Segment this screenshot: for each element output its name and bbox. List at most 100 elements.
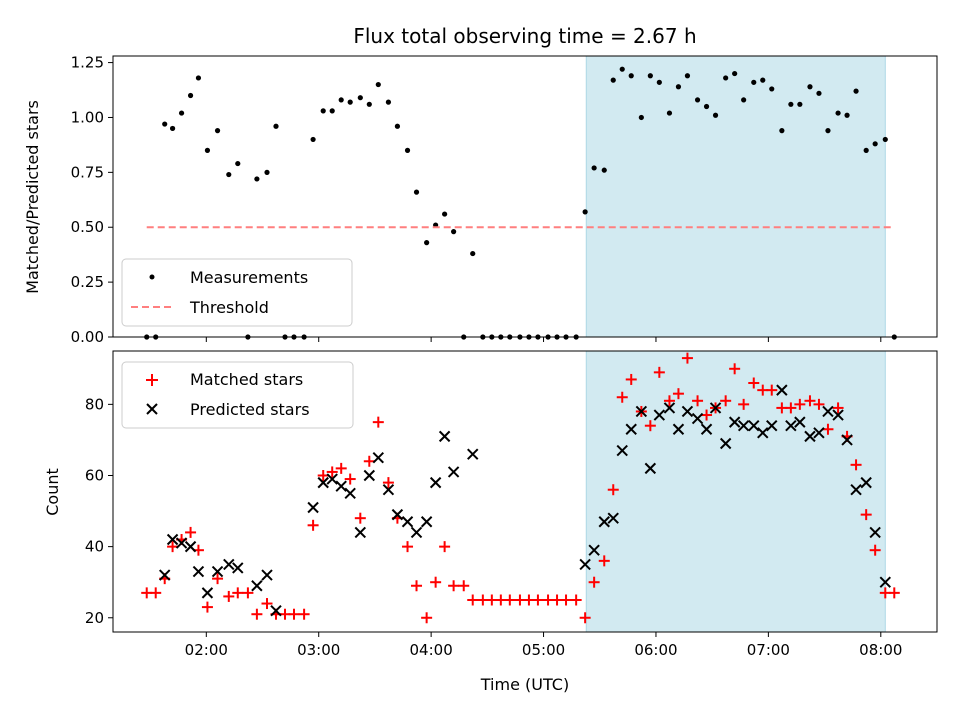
predicted-star-point — [776, 384, 788, 396]
measurement-point — [169, 125, 176, 132]
predicted-star-point — [691, 412, 704, 425]
legend-ratio: Measurements Threshold — [121, 258, 353, 327]
matched-star-point — [822, 423, 834, 435]
x-tick-label: 04:00 — [410, 641, 453, 659]
predicted-star-point — [344, 487, 356, 499]
predicted-star-point — [270, 604, 282, 617]
y-tick-label-count: 80 — [85, 395, 104, 413]
legend-predicted-marker — [146, 403, 158, 415]
measurement-point — [751, 79, 757, 85]
matched-star-point — [439, 541, 451, 553]
measurement-point — [394, 123, 401, 129]
measurement-point — [442, 211, 448, 217]
measurement-point — [882, 136, 888, 143]
predicted-star-point — [410, 526, 423, 539]
predicted-star-point — [850, 484, 862, 496]
y-tick-label-count: 60 — [85, 466, 104, 484]
matched-star-point — [150, 587, 162, 599]
matched-star-point — [532, 594, 544, 606]
matched-star-point — [354, 512, 366, 524]
predicted-star-point — [785, 419, 797, 432]
predicted-star-point — [579, 558, 591, 571]
x-tick-label: 08:00 — [859, 641, 902, 659]
predicted-star-point — [372, 452, 385, 464]
observing-window-shade-count — [585, 350, 886, 633]
measurement-point — [723, 75, 729, 81]
legend-measurements-label: Measurements — [190, 268, 308, 287]
matched-star-point — [402, 541, 414, 553]
matched-star-point — [372, 416, 384, 428]
measurement-point — [582, 209, 588, 215]
matched-star-point — [588, 576, 600, 588]
matched-star-point — [185, 526, 197, 538]
matched-star-point — [794, 398, 806, 410]
predicted-star-point — [588, 544, 600, 556]
legend-matched-marker — [146, 374, 158, 386]
predicted-star-point — [644, 462, 657, 475]
predicted-star-point — [757, 427, 769, 439]
measurement-point — [347, 99, 353, 105]
matched-star-point — [701, 409, 713, 421]
matched-star-point — [813, 398, 825, 410]
legend-measurements-marker — [149, 274, 155, 280]
predicted-star-point — [192, 565, 205, 578]
matched-star-point — [430, 576, 442, 588]
predicted-star-point — [813, 427, 825, 439]
measurement-point — [235, 160, 241, 167]
predicted-star-point — [635, 405, 648, 418]
predicted-star-point — [700, 423, 713, 435]
matched-star-point — [720, 395, 732, 407]
x-tick-label: 07:00 — [747, 641, 790, 659]
measurement-point — [264, 169, 270, 175]
predicted-star-point — [728, 416, 741, 428]
measurement-point — [825, 128, 831, 134]
measurement-point — [619, 66, 625, 72]
measurement-point — [788, 101, 794, 107]
matched-star-point — [212, 573, 224, 585]
matched-star-point — [448, 580, 460, 592]
predicted-star-point — [223, 558, 235, 571]
predicted-star-point — [869, 526, 881, 539]
x-axis-label-time: Time (UTC) — [480, 675, 569, 694]
predicted-star-point — [794, 416, 806, 428]
measurement-point — [375, 81, 381, 88]
measurement-point — [591, 165, 597, 171]
matched-star-point — [869, 544, 881, 556]
predicted-star-point — [317, 476, 329, 489]
predicted-star-point — [467, 448, 479, 460]
matched-star-point — [261, 598, 273, 610]
matched-star-point — [644, 420, 656, 432]
measurement-point — [404, 147, 411, 153]
measurement-point — [214, 128, 221, 134]
measurement-point — [675, 84, 682, 90]
measurement-point — [816, 90, 822, 96]
chart-title: Flux total observing time = 2.67 h — [353, 24, 696, 48]
measurement-point — [684, 73, 691, 79]
measurement-point — [760, 77, 766, 83]
measurement-point — [666, 110, 673, 116]
y-tick-label-count: 20 — [85, 609, 104, 627]
measurement-point — [385, 99, 392, 105]
predicted-star-point — [748, 419, 760, 432]
matched-star-point — [298, 608, 310, 620]
matched-star-point — [681, 352, 693, 364]
measurement-point — [424, 240, 430, 246]
predicted-star-point — [616, 444, 628, 457]
predicted-star-point — [363, 469, 376, 482]
matched-star-point — [201, 601, 213, 613]
matched-star-point — [766, 384, 778, 396]
measurement-point — [647, 73, 653, 79]
predicted-star-point — [737, 419, 750, 432]
measurement-point — [320, 108, 326, 114]
legend-count: Matched stars Predicted stars — [121, 361, 354, 429]
y-tick-label-ratio: 0.00 — [71, 328, 104, 346]
y-tick-label-ratio: 0.25 — [71, 273, 104, 291]
measurement-point — [226, 171, 232, 178]
predicted-star-point — [232, 562, 244, 574]
measurement-point — [470, 250, 476, 257]
measurement-point — [779, 128, 785, 134]
predicted-star-point — [719, 437, 732, 450]
measurement-point — [162, 121, 168, 127]
predicted-star-point — [251, 580, 263, 592]
